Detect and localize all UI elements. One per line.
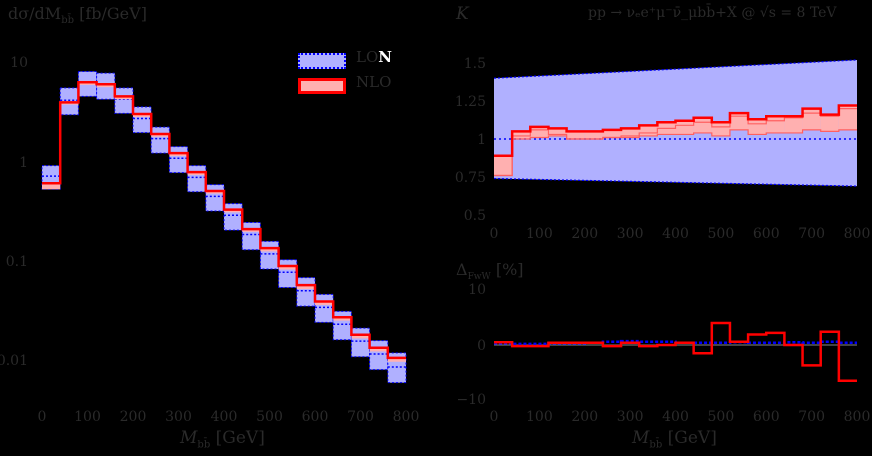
- k-nlo-band-bin: [693, 117, 712, 133]
- k-nlo-band-bin: [621, 128, 640, 138]
- k-nlo-band-bin: [820, 114, 839, 132]
- k-nlo-band-bin: [838, 105, 857, 130]
- k-y-tick-label: 0.5: [464, 208, 486, 224]
- main-y-tick-label: 0.1: [6, 254, 28, 270]
- k-y-tick-label: 1.25: [455, 94, 486, 110]
- main-x-tick-label: 0: [38, 409, 47, 425]
- delta-x-axis-label: Mbb̄ [GeV]: [632, 428, 717, 451]
- legend-label-nlo: NLO: [356, 73, 392, 91]
- k-nlo-band-bin: [602, 129, 622, 138]
- k-nlo-band-bin: [548, 128, 567, 136]
- k-nlo-band-bin: [729, 113, 749, 130]
- delta-x-tick-label: 800: [844, 409, 871, 425]
- delta-nlo-line: [494, 321, 857, 382]
- legend-swatch-nlo: [298, 78, 346, 94]
- legend-label-lo: LON: [356, 48, 392, 66]
- nlo-band-bin: [296, 284, 315, 290]
- main-x-tick-label: 700: [347, 409, 374, 425]
- k-nlo-band-bin: [802, 108, 821, 130]
- delta-x-tick-label: 300: [617, 409, 644, 425]
- k-x-tick-label: 700: [798, 226, 825, 242]
- legend-swatch-lo: [298, 53, 346, 69]
- main-y-tick-label: 10: [10, 55, 28, 71]
- k-y-tick-label: 1: [477, 132, 486, 148]
- k-nlo-band-bin: [584, 131, 603, 139]
- k-factor-label: K: [456, 4, 469, 24]
- k-nlo-band-bin: [530, 126, 549, 138]
- k-y-tick-label: 1.5: [464, 56, 486, 72]
- lo-band-bin: [296, 277, 316, 307]
- main-x-tick-label: 400: [211, 409, 238, 425]
- nlo-band-bin: [278, 265, 297, 270]
- lo-band-bin: [205, 184, 225, 212]
- main-x-tick-label: 100: [74, 409, 101, 425]
- k-nlo-upper-line: [494, 104, 857, 157]
- k-y-tick-label: 0.75: [455, 170, 486, 186]
- lo-band-bin: [132, 106, 152, 134]
- k-x-tick-label: 500: [708, 226, 735, 242]
- main-x-axis-label: Mbb̄ [GeV]: [180, 428, 265, 451]
- k-x-tick-label: 100: [526, 226, 553, 242]
- lo-band-bin: [241, 221, 261, 251]
- k-nlo-band-bin: [711, 122, 730, 136]
- delta-x-tick-label: 100: [526, 409, 553, 425]
- k-x-tick-label: 400: [662, 226, 689, 242]
- k-nlo-band-bin: [494, 155, 513, 176]
- nlo-band-bin: [333, 316, 352, 321]
- k-nlo-band-bin: [766, 116, 785, 133]
- nlo-band-bin: [42, 182, 61, 190]
- k-nlo-band-bin: [748, 119, 767, 135]
- k-x-tick-label: 0: [490, 226, 499, 242]
- main-x-tick-label: 800: [393, 409, 420, 425]
- nlo-band-bin: [351, 333, 370, 339]
- delta-y-tick-label: 10: [468, 282, 486, 298]
- main-x-tick-label: 200: [120, 409, 147, 425]
- delta-x-tick-label: 600: [753, 409, 780, 425]
- main-y-tick-label: 1: [19, 155, 28, 171]
- delta-y-axis-label: ΔFwW [%]: [456, 260, 524, 283]
- k-nlo-band-bin: [675, 120, 694, 135]
- lo-band-bin: [259, 240, 280, 270]
- nlo-central-line: [42, 80, 406, 360]
- k-nlo-lower-edge: [494, 129, 857, 177]
- k-lo-upper-edge: [493, 59, 858, 79]
- delta-x-tick-label: 500: [708, 409, 735, 425]
- lo-band-bin: [114, 87, 134, 114]
- k-nlo-band-bin: [566, 131, 585, 139]
- main-y-axis-label: dσ/dMbb̄ [fb/GeV]: [8, 4, 147, 27]
- main-x-tick-label: 500: [256, 409, 283, 425]
- k-x-tick-label: 800: [844, 226, 871, 242]
- delta-y-tick-label: −10: [456, 392, 486, 408]
- delta-x-tick-label: 0: [490, 409, 499, 425]
- main-x-tick-label: 600: [302, 409, 329, 425]
- lo-band-bin: [332, 310, 352, 341]
- k-nlo-band-bin: [512, 131, 531, 139]
- lo-band-bin: [187, 165, 207, 193]
- legend: LON NLO: [296, 48, 406, 100]
- lo-band-bin: [150, 126, 170, 154]
- k-x-tick-label: 600: [753, 226, 780, 242]
- k-nlo-band-bin: [784, 116, 803, 133]
- main-y-tick-label: 0.01: [0, 353, 28, 369]
- delta-x-tick-label: 200: [571, 409, 598, 425]
- nlo-band-bin: [369, 346, 388, 352]
- nlo-band-bin: [387, 357, 406, 362]
- lo-band-bin: [278, 259, 298, 288]
- k-nlo-mid-line: [494, 108, 857, 177]
- delta-y-tick-label: 0: [477, 338, 486, 354]
- k-x-tick-label: 300: [617, 226, 644, 242]
- delta-x-tick-label: 700: [798, 409, 825, 425]
- k-x-tick-label: 200: [571, 226, 598, 242]
- lo-band-bin: [350, 327, 371, 358]
- k-lo-lower-edge: [493, 177, 858, 187]
- process-title: pp → νₑe⁺μ⁻ν̄_μbb̄+X @ √s = 8 TeV: [588, 5, 837, 21]
- lo-band-bin: [314, 293, 334, 323]
- lo-band-bin: [369, 340, 389, 371]
- main-x-tick-label: 300: [165, 409, 192, 425]
- lo-band-bin: [223, 203, 243, 231]
- delta-x-tick-label: 400: [662, 409, 689, 425]
- k-nlo-band-bin: [639, 125, 658, 136]
- lo-band-bin: [168, 146, 189, 174]
